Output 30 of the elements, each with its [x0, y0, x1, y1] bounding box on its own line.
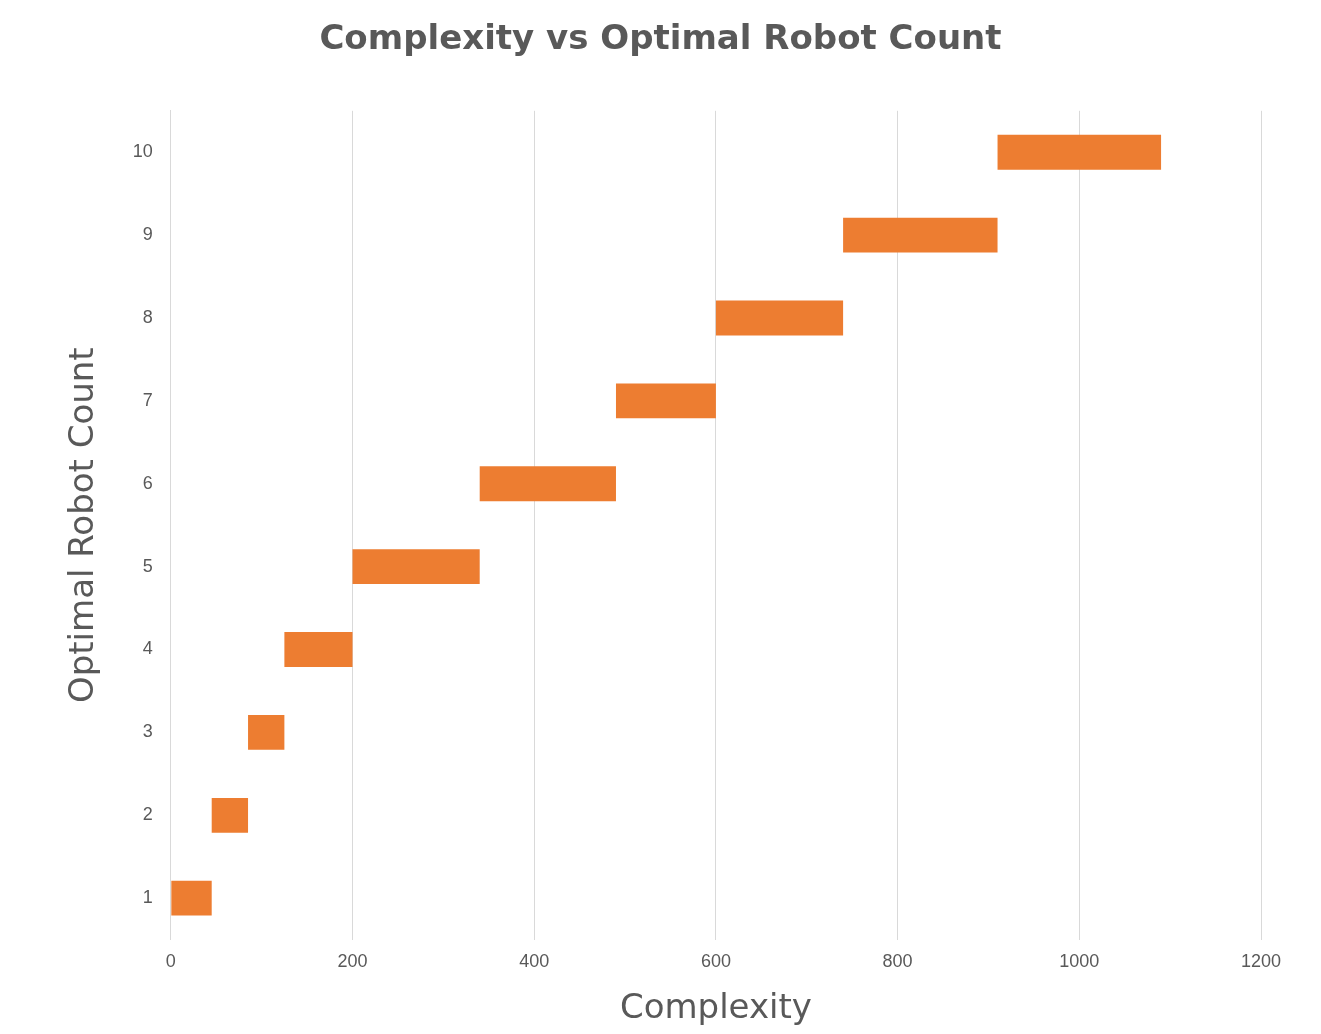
y-tick-label: 4	[142, 638, 153, 659]
x-tick-label: 400	[519, 951, 550, 972]
x-axis-title: Complexity	[619, 986, 812, 1027]
y-tick-label: 8	[142, 306, 153, 327]
y-tick-label: 7	[142, 389, 153, 410]
bar	[615, 383, 716, 419]
x-tick-label: 1200	[1240, 951, 1282, 972]
y-tick-label: 3	[142, 721, 153, 742]
y-tick-label: 1	[142, 887, 153, 908]
bar	[715, 300, 844, 336]
y-tick-label: 6	[142, 472, 153, 493]
bar	[171, 880, 212, 916]
x-tick-label: 1000	[1059, 951, 1100, 972]
y-tick-label: 5	[142, 555, 153, 576]
y-tick-label: 2	[142, 804, 153, 825]
bar	[479, 466, 616, 502]
chart-title: Complexity vs Optimal Robot Count	[319, 17, 1002, 58]
bar	[211, 797, 249, 833]
bar	[352, 549, 480, 585]
x-tick-label: 0	[165, 951, 176, 972]
bar	[997, 134, 1162, 170]
x-tick-label: 600	[700, 951, 731, 972]
x-tick-label: 200	[337, 951, 368, 972]
bar	[284, 632, 353, 667]
y-axis-title: Optimal Robot Count	[61, 347, 102, 704]
bar	[248, 715, 285, 750]
y-tick-label: 9	[142, 224, 153, 245]
bar	[843, 217, 998, 253]
y-tick-label: 10	[132, 141, 153, 162]
x-tick-label: 800	[882, 951, 913, 972]
